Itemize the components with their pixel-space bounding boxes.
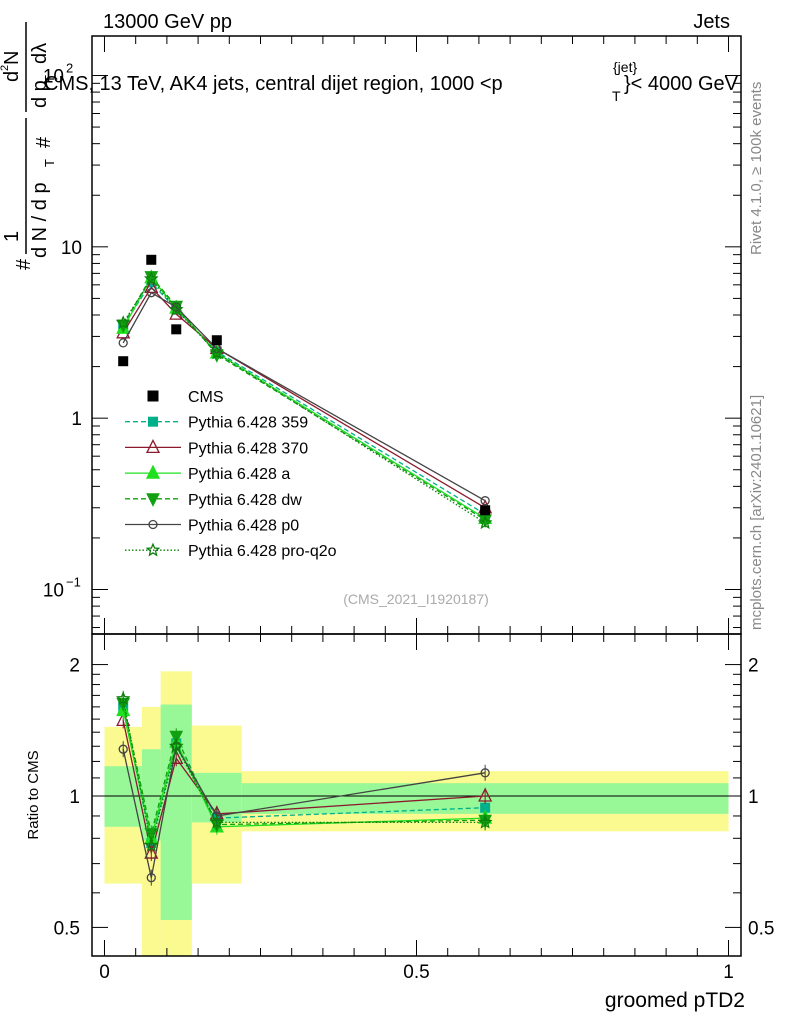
x-axis-label: groomed pTD2 xyxy=(605,989,745,1012)
plot-title: CMS, 13 TeV, AK4 jets, central dijet reg… xyxy=(44,73,503,95)
legend: CMS Pythia 6.428 359 Pythia 6.428 370 Pythi… xyxy=(125,389,337,560)
main-cms-point-3 xyxy=(212,335,222,345)
xtick-label: 0.5 xyxy=(403,962,429,983)
ratio-ytick-label-left: 1 xyxy=(69,787,80,808)
ylabel-sub-T: T xyxy=(42,159,57,167)
legend-label-0: CMS xyxy=(188,389,224,406)
ylabel-hash1: # xyxy=(13,258,35,270)
band-inner-0 xyxy=(104,766,141,827)
legend-label-5: Pythia 6.428 p0 xyxy=(188,518,299,535)
mcplots-label: mcplots.cern.ch [arXiv:2401.10621] xyxy=(748,395,765,630)
ylabel-dp: d p xyxy=(29,80,51,108)
ratio-ytick-label-right: 2 xyxy=(748,656,759,677)
main-ytick-label: 10 xyxy=(61,238,82,259)
main-cms-point-2 xyxy=(171,324,181,334)
ratio-ytick-label-right: 1 xyxy=(748,787,759,808)
ratio-ytick-label-left: 2 xyxy=(69,656,80,677)
main-ytick-label-exponent: −1 xyxy=(66,575,81,590)
ylabel-N: N xyxy=(1,51,23,65)
main-cms-point-4 xyxy=(480,505,490,515)
legend-marker-0 xyxy=(148,391,159,402)
main-ytick-label: 10 xyxy=(43,581,64,602)
legend-label-3: Pythia 6.428 a xyxy=(188,466,290,483)
main-ytick-label: 1 xyxy=(71,409,82,430)
xtick-label: 0 xyxy=(99,962,110,983)
ylabel-d: d xyxy=(1,71,23,82)
analysis-watermark: (CMS_2021_I1920187) xyxy=(343,591,489,607)
main-line-4 xyxy=(123,293,485,501)
legend-marker-3 xyxy=(147,466,159,478)
main-series-layer xyxy=(117,255,491,528)
legend-label-2: Pythia 6.428 370 xyxy=(188,440,308,457)
ratio-ytick-label-left: 0.5 xyxy=(54,918,80,939)
ylabel-dlambda: dλ xyxy=(29,43,51,64)
legend-marker-2 xyxy=(147,440,159,452)
legend-label-6: Pythia 6.428 pro-q2o xyxy=(188,543,337,560)
header-right: Jets xyxy=(693,11,730,33)
legend-label-1: Pythia 6.428 359 xyxy=(188,415,308,432)
ratio-ytick-label-right: 0.5 xyxy=(748,918,774,939)
ylabel-hash2: # xyxy=(33,136,55,148)
ylabel-denominator: d N / d p xyxy=(29,182,51,258)
xtick-label: 1 xyxy=(723,962,734,983)
ylabel-sub-T2: T xyxy=(42,75,57,83)
main-cms-point-1 xyxy=(146,255,156,265)
plot-title-subscript: T xyxy=(612,88,621,104)
legend-marker-4 xyxy=(147,494,159,506)
legend-label-4: Pythia 6.428 dw xyxy=(188,492,302,509)
rivet-label: Rivet 4.1.0, ≥ 100k events xyxy=(748,82,765,255)
main-cms-point-0 xyxy=(118,356,128,366)
ratio-y-label: Ratio to CMS xyxy=(25,750,42,839)
header-left: 13000 GeV pp xyxy=(103,11,232,33)
ylabel-one: 1 xyxy=(1,231,23,242)
chart-root: 13000 GeV pp Jets 10 −111010 20.5 0.51 12 20 0… xyxy=(0,0,786,1024)
ratio-uncertainty-bands xyxy=(104,671,728,956)
legend-marker-1 xyxy=(148,417,158,427)
plot-title-end: }< 4000 GeV xyxy=(624,73,739,95)
main-y-label: # 1 d N / d p T # d 2 N d p T dλ xyxy=(0,22,57,270)
